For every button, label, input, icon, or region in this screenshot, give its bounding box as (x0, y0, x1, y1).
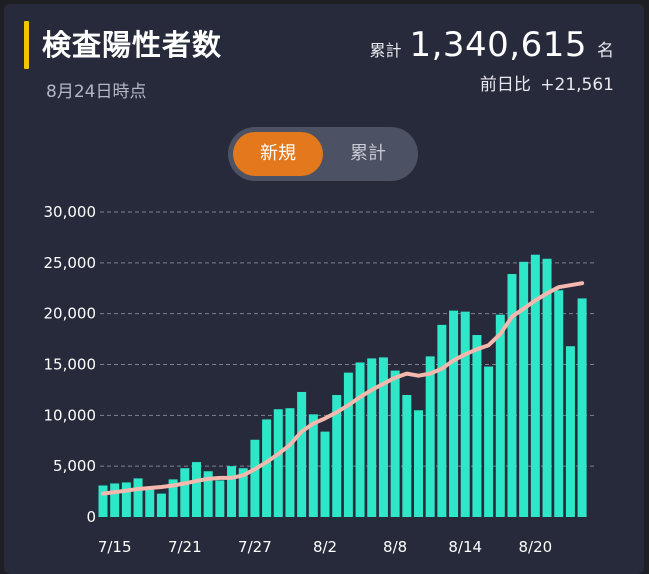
y-tick-label: 25,000 (44, 254, 97, 272)
total-label: 累計 (369, 41, 402, 60)
x-tick-label: 8/2 (313, 538, 337, 556)
x-tick-label: 7/15 (98, 538, 132, 556)
bar (308, 414, 318, 517)
x-tick-label: 8/20 (519, 538, 553, 556)
bar (484, 366, 494, 517)
bar (390, 370, 400, 517)
bar (367, 358, 377, 517)
bar (460, 311, 470, 517)
diff-label: 前日比 (479, 75, 531, 95)
bar (156, 493, 166, 517)
bar (449, 310, 459, 517)
bar (191, 462, 201, 517)
bar (437, 324, 447, 517)
bar (203, 471, 213, 517)
bar (227, 466, 237, 517)
bar (425, 356, 435, 517)
bar (262, 419, 272, 517)
bar (110, 483, 120, 517)
x-tick-label: 7/27 (238, 538, 272, 556)
bar (238, 468, 248, 517)
bar (542, 258, 552, 517)
bar (121, 482, 131, 517)
bar (215, 480, 225, 517)
total-value: 1,340,615 (409, 25, 587, 65)
y-tick-label: 10,000 (44, 406, 97, 424)
toggle-new-button[interactable]: 新規 (233, 132, 323, 176)
as-of-date: 8月24日時点 (46, 82, 147, 102)
bar (273, 409, 283, 517)
bar (133, 478, 143, 517)
view-toggle: 新規 累計 (228, 127, 418, 181)
bar (530, 254, 540, 517)
title-accent-bar (24, 21, 29, 69)
bar (180, 468, 190, 517)
bar-chart: 30,000 25,000 20,000 15,000 10,000 5,000 07/15… (44, 203, 594, 556)
bar (565, 346, 575, 517)
bar (250, 439, 260, 517)
bar (98, 485, 108, 517)
total-unit: 名 (597, 41, 614, 61)
bar (472, 335, 482, 517)
bar (495, 314, 505, 517)
y-tick-label: 5,000 (53, 457, 96, 475)
bar (577, 298, 587, 517)
y-tick-label: 20,000 (44, 305, 97, 323)
cumulative-total: 累計 1,340,615 名 (369, 25, 614, 65)
bar (507, 274, 517, 517)
bar (355, 362, 365, 517)
chart-card: 検査陽性者数 8月24日時点 累計 1,340,615 名 前日比 +21,56… (4, 4, 644, 574)
bar (168, 479, 178, 517)
day-over-day: 前日比 +21,561 (480, 70, 614, 95)
bar (297, 391, 307, 517)
y-tick-label: 15,000 (44, 356, 97, 374)
bar (378, 357, 388, 517)
bar (519, 261, 529, 517)
chart-title: 検査陽性者数 (42, 28, 223, 62)
average-line (101, 281, 585, 496)
x-tick-label: 7/21 (168, 538, 202, 556)
x-tick-label: 8/8 (383, 538, 407, 556)
bar (343, 372, 353, 517)
bar (413, 410, 423, 517)
toggle-cumulative-button[interactable]: 累計 (350, 143, 386, 164)
bar (145, 487, 155, 517)
y-tick-label: 30,000 (44, 203, 97, 221)
bar (320, 431, 330, 517)
bar (285, 408, 295, 517)
y-tick-label: 0 (86, 508, 96, 526)
diff-value: +21,561 (540, 75, 614, 95)
bar (554, 290, 564, 517)
bar (402, 395, 412, 517)
x-tick-label: 8/14 (448, 538, 482, 556)
bar (332, 395, 342, 517)
